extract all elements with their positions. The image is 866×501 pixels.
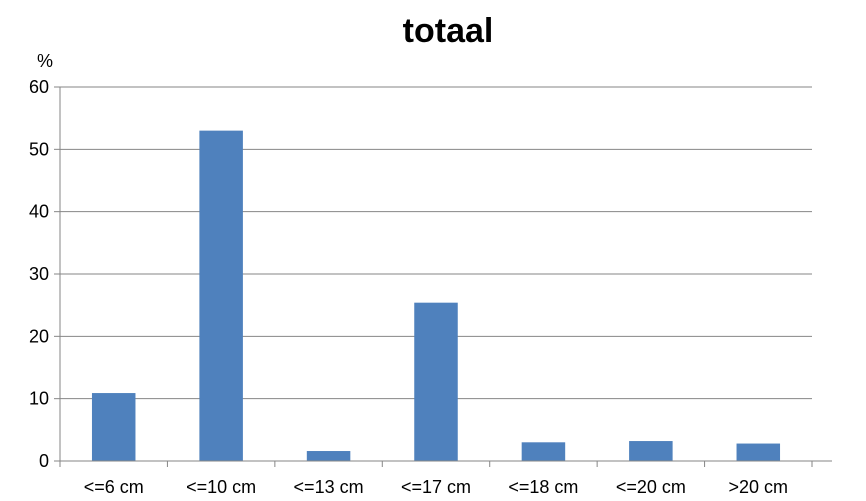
bar [91,393,136,461]
y-tick-label: 30 [29,264,49,284]
axes [54,86,832,467]
y-tick-label: 20 [29,326,49,346]
x-tick-label: >20 cm [729,477,789,497]
bar [521,442,566,461]
x-tick-label: <=17 cm [401,477,471,497]
gridlines [60,86,812,400]
bar [629,441,673,461]
bar [306,451,351,461]
bars [91,130,781,461]
y-axis-unit-label: % [37,51,53,71]
y-tick-label: 10 [29,389,49,409]
y-tick-label: 60 [29,77,49,97]
bar [199,130,243,461]
x-tick-label: <=20 cm [616,477,686,497]
y-tick-label: 50 [29,139,49,159]
x-tick-labels: <=6 cm <=10 cm <=13 cm <=17 cm <=18 cm <=20 c… [84,477,788,497]
x-tick-label: <=18 cm [508,477,578,497]
x-tick-label: <=10 cm [186,477,256,497]
y-tick-label: 0 [39,451,49,471]
y-tick-labels: 0 10 20 30 40 50 60 [29,77,49,471]
bar [736,443,781,461]
x-tick-label: <=6 cm [84,477,144,497]
chart-title: totaal [403,12,494,50]
bar [414,302,458,461]
y-tick-label: 40 [29,202,49,222]
x-tick-label: <=13 cm [294,477,364,497]
